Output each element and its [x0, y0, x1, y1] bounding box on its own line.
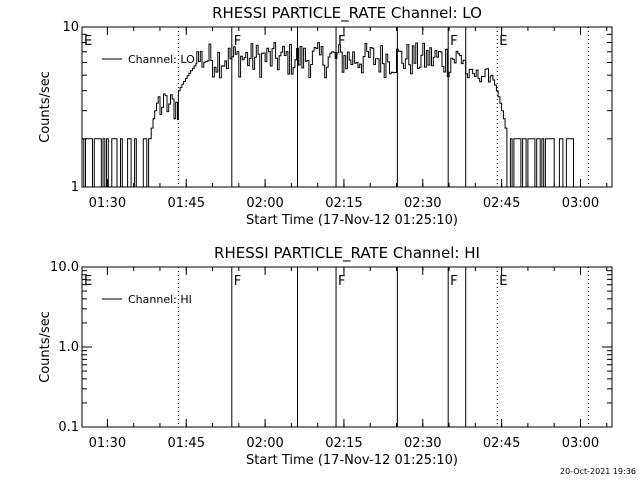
x-tick-label: 02:15	[325, 196, 362, 211]
marker-label: F	[450, 274, 457, 289]
marker-label: E	[499, 274, 507, 289]
x-tick-label: 02:00	[246, 196, 283, 211]
x-tick-label: 01:45	[168, 196, 205, 211]
y-tick-label: 10	[62, 20, 79, 35]
y-tick-label: 0.1	[58, 420, 79, 435]
series-line-0	[82, 42, 574, 188]
marker-label: F	[234, 274, 241, 289]
x-tick-label: 01:30	[89, 436, 126, 451]
x-tick-label: 02:45	[483, 196, 520, 211]
x-tick-label: 03:00	[562, 196, 599, 211]
y-tick-label: 1	[71, 180, 79, 195]
y-tick-label: 1.0	[58, 340, 79, 355]
chart-title: RHESSI PARTICLE_RATE Channel: HI	[214, 244, 480, 263]
legend-entry: Channel: HI	[128, 293, 192, 306]
x-tick-label: 03:00	[562, 436, 599, 451]
x-tick-label: 01:45	[168, 436, 205, 451]
x-axis-label: Start Time (17-Nov-12 01:25:10)	[246, 213, 458, 228]
x-tick-label: 02:30	[404, 196, 441, 211]
plot-frame	[81, 266, 613, 428]
y-axis-label: Counts/sec	[38, 71, 53, 143]
x-tick-label: 02:15	[325, 436, 362, 451]
marker-label: F	[234, 34, 241, 49]
marker-label: F	[338, 274, 345, 289]
legend-entry: Channel: LO	[128, 53, 195, 66]
marker-label: F	[450, 34, 457, 49]
x-axis-label: Start Time (17-Nov-12 01:25:10)	[246, 453, 458, 468]
marker-label: F	[338, 34, 345, 49]
footer-timestamp: 20-Oct-2021 19:36	[560, 467, 636, 476]
marker-label: E	[84, 274, 92, 289]
x-tick-label: 01:30	[89, 196, 126, 211]
y-tick-label: 10.0	[50, 260, 79, 275]
chart-title: RHESSI PARTICLE_RATE Channel: LO	[212, 4, 482, 23]
y-axis-label: Counts/sec	[38, 311, 53, 383]
marker-label: E	[499, 34, 507, 49]
x-tick-label: 02:00	[246, 436, 283, 451]
marker-label: E	[84, 34, 92, 49]
x-tick-label: 02:30	[404, 436, 441, 451]
x-tick-label: 02:45	[483, 436, 520, 451]
